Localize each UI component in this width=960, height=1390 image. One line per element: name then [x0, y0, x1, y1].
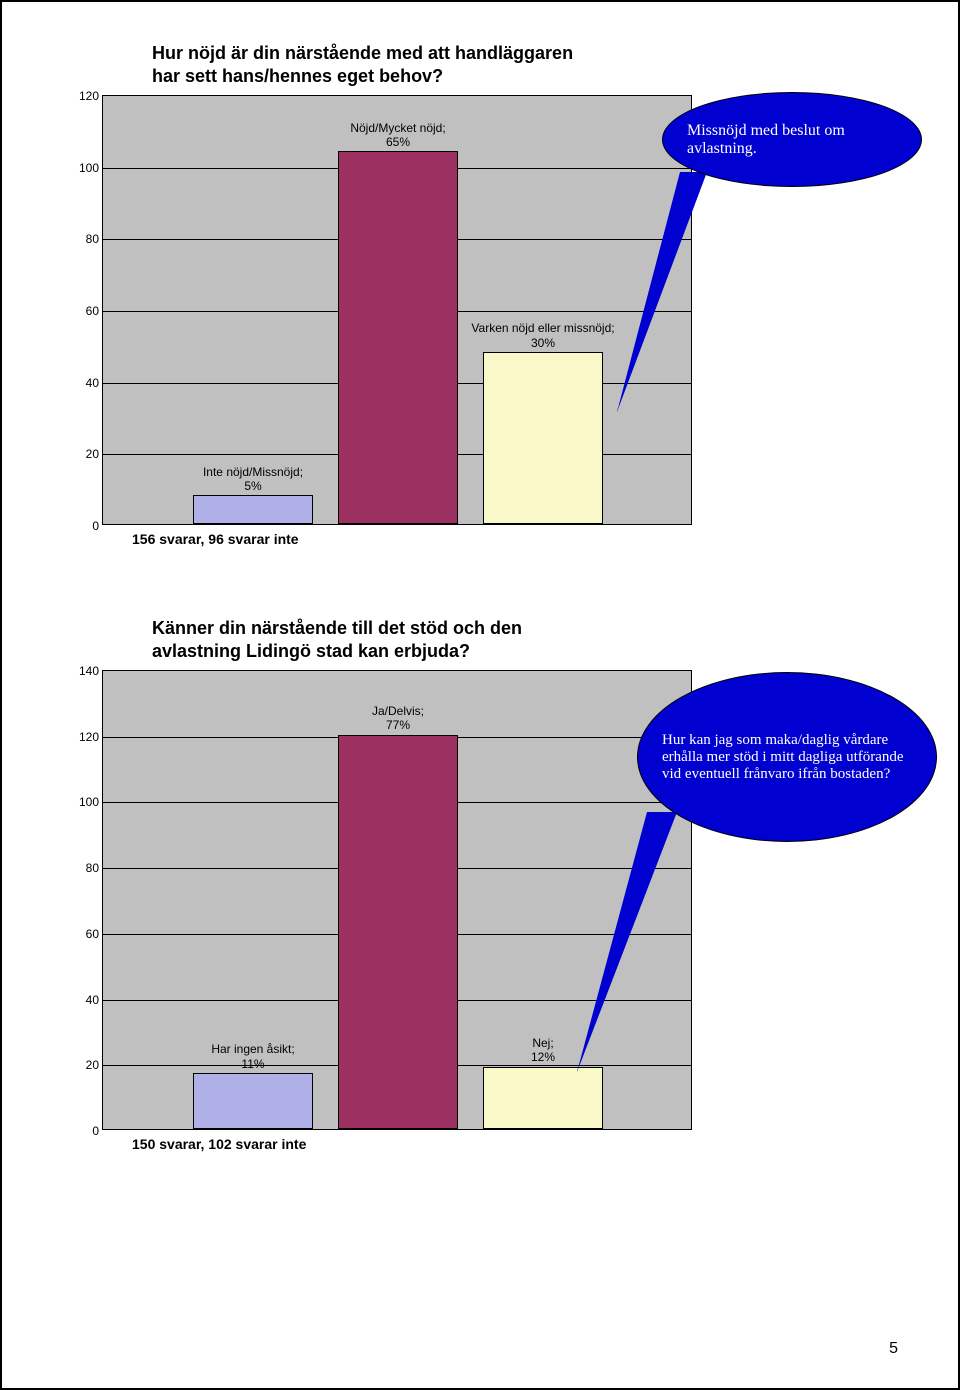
bar-label: Varken nöjd eller missnöjd;30% [443, 321, 643, 350]
bar [483, 1067, 603, 1129]
y-axis-tick: 40 [59, 993, 99, 1007]
chart-2-title: Känner din närstående till det stöd och … [152, 617, 592, 662]
y-axis-tick: 100 [59, 795, 99, 809]
chart-1-frame: 020406080100120Inte nöjd/Missnöjd;5%Nöjd… [52, 95, 692, 525]
chart-1: Hur nöjd är din närstående med att handl… [52, 42, 908, 547]
bar-label: Nej;12% [443, 1036, 643, 1065]
bar-label-line: 65% [298, 135, 498, 149]
chart-1-caption: 156 svarar, 96 svarar inte [132, 531, 908, 547]
chart-2-caption: 150 svarar, 102 svarar inte [132, 1136, 908, 1152]
bar-label: Har ingen åsikt;11% [153, 1042, 353, 1071]
page-number: 5 [889, 1340, 898, 1358]
y-axis-tick: 0 [59, 1124, 99, 1138]
y-axis-tick: 80 [59, 861, 99, 875]
bar [338, 151, 458, 524]
y-axis-tick: 80 [59, 232, 99, 246]
bar-label: Nöjd/Mycket nöjd;65% [298, 121, 498, 150]
bar-label-line: 12% [443, 1050, 643, 1064]
chart-2-frame: 020406080100120140Har ingen åsikt;11%Ja/… [52, 670, 692, 1130]
y-axis-tick: 40 [59, 376, 99, 390]
y-axis-tick: 60 [59, 927, 99, 941]
chart-1-title: Hur nöjd är din närstående med att handl… [152, 42, 592, 87]
bar-label-line: 5% [153, 479, 353, 493]
bar-label-line: 77% [298, 718, 498, 732]
y-axis-tick: 20 [59, 447, 99, 461]
chart-1-plot-area: 020406080100120Inte nöjd/Missnöjd;5%Nöjd… [102, 95, 692, 525]
y-axis-tick: 100 [59, 161, 99, 175]
y-axis-tick: 60 [59, 304, 99, 318]
bar-label-line: Nej; [443, 1036, 643, 1050]
bar [193, 495, 313, 524]
bar [193, 1073, 313, 1129]
chart-2: Känner din närstående till det stöd och … [52, 617, 908, 1152]
callout-text: Hur kan jag som maka/daglig vårdare erhå… [662, 732, 912, 783]
bar-label-line: 11% [153, 1057, 353, 1071]
y-axis-tick: 140 [59, 664, 99, 678]
bar-label-line: Har ingen åsikt; [153, 1042, 353, 1056]
callout-text: Missnöjd med beslut om avlastning. [687, 122, 897, 158]
bar-label-line: Nöjd/Mycket nöjd; [298, 121, 498, 135]
chart-2-plot-area: 020406080100120140Har ingen åsikt;11%Ja/… [102, 670, 692, 1130]
bar-label-line: Ja/Delvis; [298, 704, 498, 718]
bar-label-line: Inte nöjd/Missnöjd; [153, 465, 353, 479]
y-axis-tick: 0 [59, 519, 99, 533]
bar-label-line: 30% [443, 336, 643, 350]
page: Hur nöjd är din närstående med att handl… [0, 0, 960, 1390]
y-axis-tick: 120 [59, 89, 99, 103]
y-axis-tick: 120 [59, 730, 99, 744]
bar-label: Ja/Delvis;77% [298, 704, 498, 733]
bar-label-line: Varken nöjd eller missnöjd; [443, 321, 643, 335]
bar [483, 352, 603, 524]
y-axis-tick: 20 [59, 1058, 99, 1072]
callout-bubble: Missnöjd med beslut om avlastning. [662, 92, 922, 187]
callout-bubble: Hur kan jag som maka/daglig vårdare erhå… [637, 672, 937, 842]
bar-label: Inte nöjd/Missnöjd;5% [153, 465, 353, 494]
bar [338, 735, 458, 1129]
